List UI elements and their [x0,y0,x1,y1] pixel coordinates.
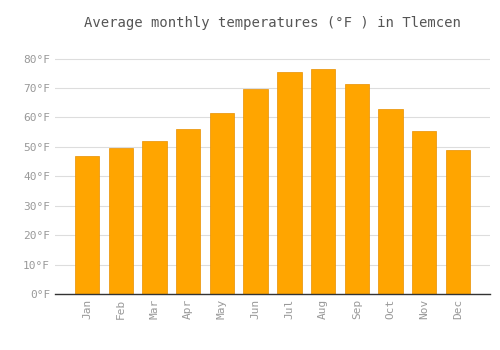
Bar [108,148,133,294]
Title: Average monthly temperatures (°F ) in Tlemcen: Average monthly temperatures (°F ) in Tl… [84,16,461,30]
Bar [378,108,402,294]
Bar [344,84,369,294]
Bar [311,69,336,294]
Bar [244,90,268,294]
Bar [446,150,470,294]
Bar [277,72,301,294]
Bar [142,141,167,294]
Bar [412,131,436,294]
Bar [176,129,201,294]
Bar [210,113,234,294]
Bar [75,156,99,294]
